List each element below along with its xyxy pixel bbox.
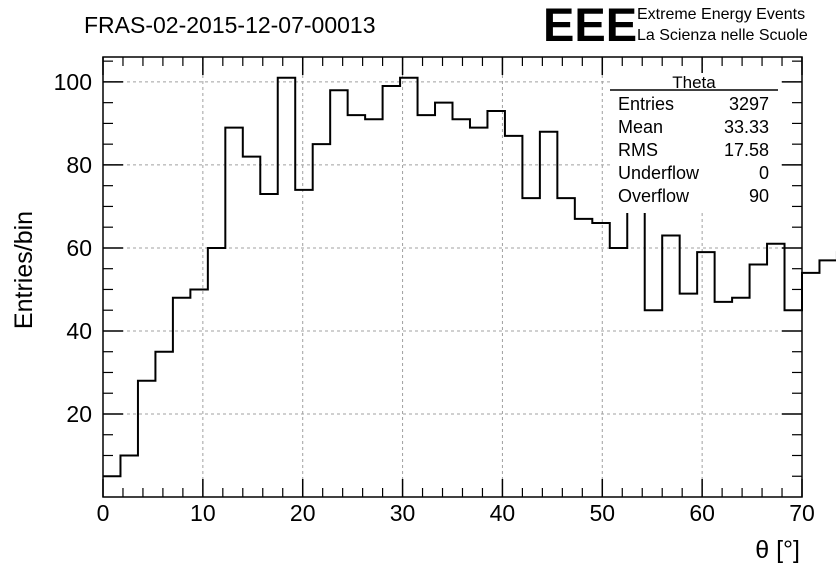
x-tick-label: 20 (290, 500, 316, 526)
y-tick-label: 60 (66, 235, 92, 261)
stats-title: Theta (672, 73, 716, 92)
y-tick-label: 40 (66, 318, 92, 344)
y-axis-label: Entries/bin (10, 211, 38, 329)
stats-label-underflow: Underflow (618, 163, 700, 183)
stats-value-underflow: 0 (759, 163, 769, 183)
x-tick-labels: 0 10 20 30 40 50 60 70 (97, 500, 815, 526)
plot-frame (102, 56, 803, 498)
y-tick-label: 80 (66, 152, 92, 178)
grid-lines (103, 57, 802, 497)
stats-label-mean: Mean (618, 117, 663, 137)
x-tick-label: 70 (789, 500, 815, 526)
stats-value-mean: 33.33 (724, 117, 769, 137)
y-tick-label: 20 (66, 401, 92, 427)
stats-label-overflow: Overflow (618, 186, 690, 206)
logo-line-2: La Scienza nelle Scuole (637, 27, 808, 44)
x-axis-label: θ [°] (755, 536, 800, 564)
stats-box: Theta Entries 3297 Mean 33.33 RMS 17.58 … (610, 73, 778, 213)
y-tick-label: 100 (54, 69, 92, 95)
x-tick-label: 60 (689, 500, 715, 526)
histogram-step-line (103, 76, 836, 478)
stats-value-overflow: 90 (749, 186, 769, 206)
x-tick-label: 30 (390, 500, 416, 526)
eee-logo: EEE (543, 0, 637, 51)
x-tick-label: 0 (97, 500, 110, 526)
x-tick-label: 50 (589, 500, 615, 526)
stats-value-entries: 3297 (729, 94, 769, 114)
logo-line-1: Extreme Energy Events (637, 6, 805, 23)
x-tick-label: 40 (490, 500, 516, 526)
stats-value-rms: 17.58 (724, 140, 769, 160)
stats-label-rms: RMS (618, 140, 658, 160)
stats-label-entries: Entries (618, 94, 674, 114)
run-title: FRAS-02-2015-12-07-00013 (84, 12, 376, 38)
x-tick-label: 10 (190, 500, 216, 526)
y-tick-labels: 20 40 60 80 100 (54, 69, 92, 427)
stats-box-background (610, 73, 778, 213)
